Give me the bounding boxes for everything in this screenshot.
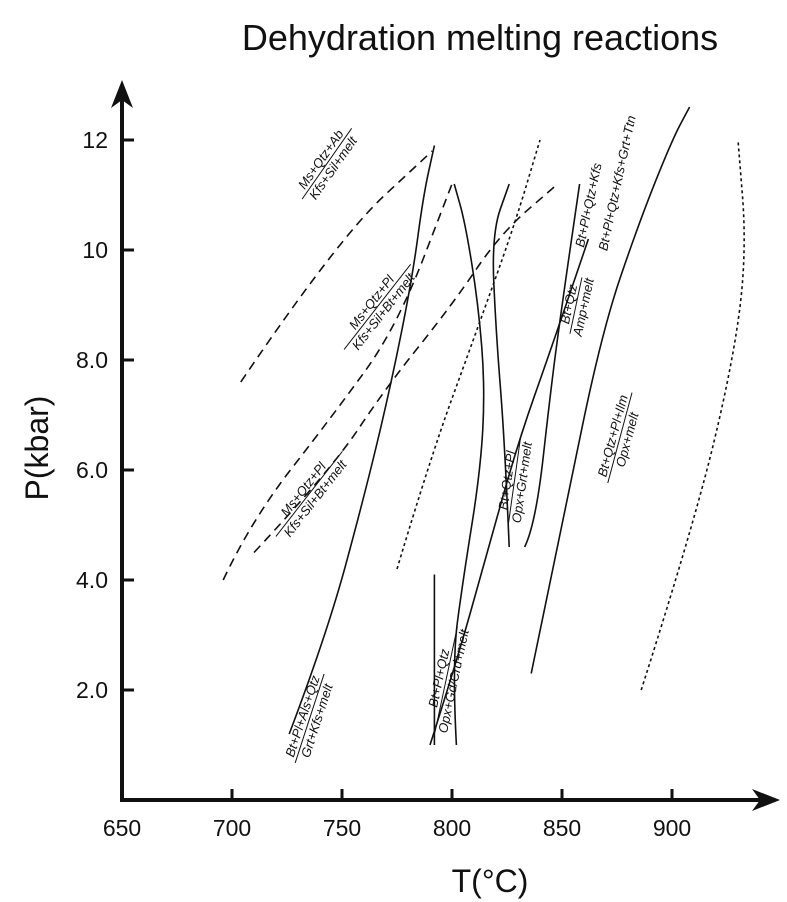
reaction-curve-solid	[492, 183, 510, 548]
reaction-divider	[607, 392, 633, 484]
x-axis-arrow	[752, 789, 780, 811]
y-axis-label: P(kbar)	[19, 396, 55, 501]
y-tick-label: 10	[82, 237, 108, 263]
x-axis-label: T(°C)	[452, 863, 529, 899]
x-tick-label: 850	[543, 815, 581, 841]
reaction-curve-solid	[429, 238, 590, 746]
reaction-divider	[301, 128, 353, 200]
reaction-divider	[275, 450, 343, 537]
x-ticks: 650 700 750 800 850 900	[103, 789, 691, 841]
chart-title: Dehydration melting reactions	[242, 17, 718, 58]
x-tick-label: 750	[323, 815, 361, 841]
y-tick-label: 4.0	[76, 567, 108, 593]
reaction-reactants: Bt+Pl+Qtz+Kfs+Grt+Ttn	[595, 114, 638, 252]
reaction-curve-dashed	[240, 150, 433, 383]
x-tick-label: 900	[653, 815, 691, 841]
reaction-divider	[569, 277, 583, 334]
x-axis: 650 700 750 800 850 900	[103, 789, 780, 841]
reaction-curve-solid	[523, 183, 581, 548]
reaction-divider	[434, 626, 458, 733]
reaction-divider	[507, 438, 521, 525]
y-tick-label: 12	[82, 127, 108, 153]
reaction-curves	[222, 106, 745, 746]
reaction-divider	[294, 673, 325, 764]
y-tick-label: 6.0	[76, 457, 108, 483]
reaction-label: Bt+Pl+Qtz+Kfs+Grt+Ttn	[595, 114, 638, 252]
reaction-curve-solid	[530, 106, 691, 674]
reaction-divider	[343, 263, 412, 350]
y-ticks: 2.0 4.0 6.0 8.0 10 12	[76, 127, 134, 703]
reaction-curve-solid	[288, 145, 436, 735]
y-tick-label: 8.0	[76, 347, 108, 373]
reaction-curve-dotted	[640, 139, 745, 691]
x-tick-label: 800	[433, 815, 471, 841]
x-tick-label: 650	[103, 815, 141, 841]
y-axis: 2.0 4.0 6.0 8.0 10 12	[76, 80, 134, 800]
y-tick-label: 2.0	[76, 677, 108, 703]
y-axis-arrow	[111, 80, 133, 108]
x-tick-label: 700	[213, 815, 251, 841]
reaction-curve-dashed	[222, 183, 453, 581]
